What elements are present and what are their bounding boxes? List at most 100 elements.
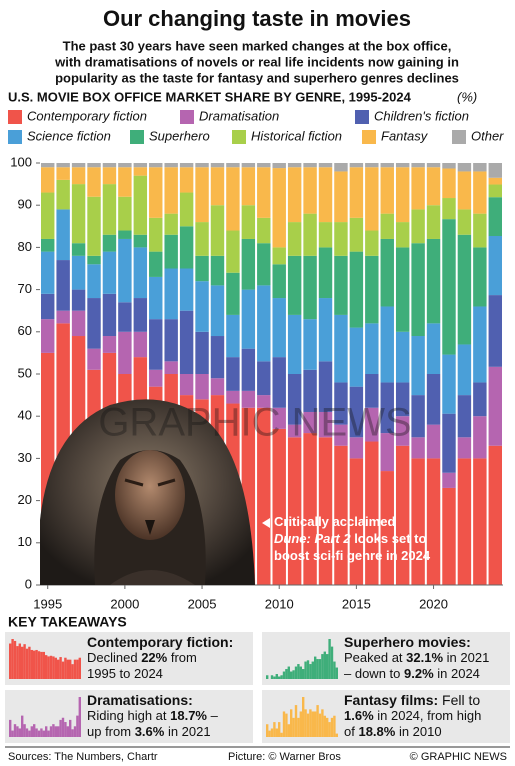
text-segment: Superhero movies: [344,634,471,650]
sparkline-bar [54,657,57,679]
bar-segment [87,298,101,349]
bar-segment [179,374,194,396]
bar-segment [380,382,394,434]
bar-segment [56,179,70,210]
sparkline-bar [285,669,288,679]
text-segment: Critically acclaimed [274,514,395,529]
subtitle: The past 30 years have seen marked chang… [63,38,452,53]
bar-segment [118,331,132,374]
bar-segment [102,184,117,235]
bar-segment [287,255,302,315]
bar-segment [41,192,55,239]
bar-segment [318,411,333,438]
bar-segment [442,198,456,220]
text-segment: of [344,724,358,739]
text-line: Superhero movies: [344,634,471,650]
bar-segment [488,236,502,296]
bar-segment [380,213,394,239]
bar-segment [303,433,317,585]
bar-segment [365,323,379,374]
x-tick-label: 1995 [33,596,62,611]
bar-segment [41,167,55,193]
bar-segment [426,424,441,459]
bar-segment [195,163,209,168]
bar-segment [457,437,472,459]
text-segment: 9.2% [404,666,434,681]
bar-segment [195,167,209,223]
bar-segment [380,167,394,214]
bar-segment [488,295,502,367]
text-segment: Contemporary fiction: [87,634,233,650]
bar-segment [349,458,364,585]
bar-segment [272,247,286,265]
bar-segment [380,433,394,472]
bar-segment [149,369,163,387]
sparkline-bar [40,651,43,679]
bar-segment [442,413,456,473]
bar-segment [318,167,333,223]
text-segment: from [167,650,197,665]
text-line: Declined 22% from [87,650,197,665]
text-line: Critically acclaimed [274,514,395,529]
y-tick-label: 10 [18,534,32,549]
legend-swatch [130,130,144,144]
text-segment: Fantasy films: [344,692,438,708]
sparkline-bar [54,726,57,737]
bar-segment [272,264,286,299]
bar-segment [102,251,117,294]
legend-label: Dramatisation [199,108,279,123]
bar-segment [411,209,425,244]
text-segment: – down to [344,666,404,681]
sparkline-bar [69,659,72,679]
sparkline-bar [18,643,21,679]
bar-segment [272,428,286,585]
bar-segment [442,219,456,355]
bar-segment [457,458,472,585]
text-segment: in 2021 [164,724,210,739]
bar-segment [349,327,364,387]
sparkline-bar [73,726,77,737]
bar-segment [272,298,286,358]
bar-segment [457,209,472,235]
sparkline-bar [273,722,276,737]
bar-segment [287,424,302,438]
text-segment: in 2021 [443,650,489,665]
bar-segment [473,247,487,307]
sparkline-bar [306,660,310,679]
sparkline-bar [13,724,17,737]
sparkline-bar [335,733,338,737]
text-segment: 1.6% [344,708,374,723]
bar-segment [179,226,194,269]
text-segment: in 2024 [434,666,480,681]
sparkline-bar [314,656,317,679]
sparkline-bar [282,671,286,679]
sparkline-bar [9,643,12,679]
bar-segment [488,197,502,237]
text-line: – down to 9.2% in 2024 [344,666,480,681]
takeaways-heading: KEY TAKEAWAYS [8,614,127,630]
sparkline-bar [318,659,322,679]
bar-segment [133,298,148,332]
text-segment: Riding high at [87,708,170,723]
bar-segment [257,285,271,362]
bar-segment [118,230,132,239]
sparkline-bar [287,666,290,679]
sparkline-bar [311,711,314,737]
sparkline-bar [35,649,38,679]
bar-segment [411,243,425,337]
sparkline-bar [311,661,314,679]
bar-segment [56,260,70,311]
bar-segment [473,213,487,248]
bar-segment [179,310,194,374]
text-segment: Declined [87,650,141,665]
bar-segment [226,272,240,315]
bar-segment [349,167,364,218]
bar-segment [257,395,271,408]
bar-segment [380,306,394,383]
bar-segment [318,163,333,168]
bar-segment [442,487,456,585]
bar-segment [287,222,302,256]
bar-segment [195,331,209,374]
bar-segment [179,167,194,193]
watermark: GRAPHIC NEWS [98,401,411,445]
